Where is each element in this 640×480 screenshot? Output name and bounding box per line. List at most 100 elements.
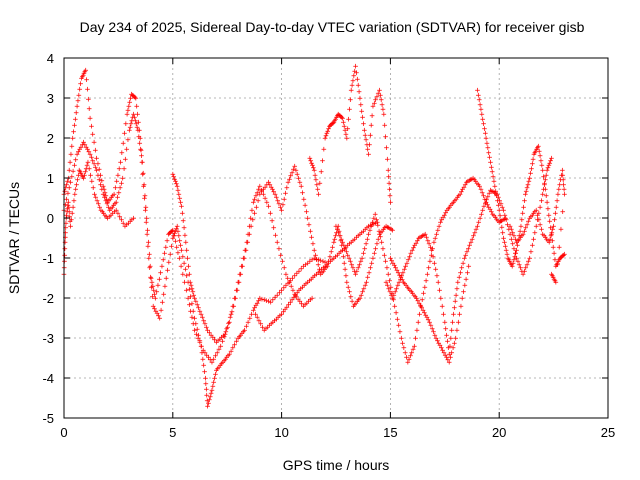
data-point: + — [66, 198, 72, 208]
data-point: + — [505, 254, 511, 264]
data-point: + — [537, 203, 543, 213]
data-point: + — [68, 222, 74, 232]
data-point: + — [562, 190, 568, 200]
data-point: + — [482, 124, 488, 134]
data-point: + — [342, 126, 348, 136]
data-point: + — [113, 184, 119, 194]
data-point: + — [63, 219, 69, 229]
data-point: + — [519, 267, 525, 277]
data-point: + — [115, 193, 121, 203]
data-point: + — [442, 318, 448, 328]
data-point: + — [125, 106, 131, 116]
data-point: + — [503, 246, 509, 256]
data-point: + — [64, 195, 70, 205]
data-point: + — [274, 315, 280, 325]
data-point: + — [411, 291, 417, 301]
data-point: + — [206, 399, 212, 409]
data-point: + — [121, 164, 127, 174]
data-point: + — [544, 235, 550, 245]
data-point: + — [301, 195, 307, 205]
data-points: ++++++++++++++++++++++++++++++++++++++++… — [61, 62, 567, 412]
data-point: + — [431, 238, 437, 248]
data-point: + — [258, 320, 264, 330]
data-point: + — [359, 228, 365, 238]
data-point: + — [373, 244, 379, 254]
data-point: + — [336, 249, 342, 259]
data-point: + — [67, 184, 73, 194]
data-point: + — [396, 268, 402, 278]
data-point: + — [389, 291, 395, 301]
data-point: + — [264, 180, 270, 190]
data-point: + — [394, 284, 400, 294]
data-point: + — [181, 216, 187, 226]
data-point: + — [562, 250, 568, 260]
data-point: + — [196, 304, 202, 314]
data-point: + — [322, 265, 328, 275]
series-track-4: ++++++++++++++++++++++++++++++++++++++++… — [307, 62, 394, 208]
data-point: + — [308, 156, 314, 166]
data-point: + — [142, 192, 148, 202]
data-point: + — [453, 334, 459, 344]
data-point: + — [476, 218, 482, 228]
series-track-2: ++++++++++++++++++++++++++++++++++++++++… — [61, 110, 315, 368]
data-point: + — [481, 192, 487, 202]
data-point: + — [214, 348, 220, 358]
data-point: + — [412, 342, 418, 352]
data-point: + — [425, 236, 431, 246]
data-point: + — [219, 333, 225, 343]
data-point: + — [410, 289, 416, 299]
data-point: + — [542, 179, 548, 189]
data-point: + — [263, 324, 269, 334]
data-point: + — [363, 136, 369, 146]
series-track-6: ++++++++++++++++++++++++++++++++++++++++… — [383, 154, 554, 360]
data-point: + — [182, 278, 188, 288]
data-point: + — [559, 252, 565, 262]
data-point: + — [125, 136, 131, 146]
data-point: + — [309, 233, 315, 243]
data-point: + — [203, 374, 209, 384]
data-point: + — [187, 278, 193, 288]
data-point: + — [449, 326, 455, 336]
data-point: + — [279, 310, 285, 320]
data-point: + — [200, 313, 206, 323]
data-point: + — [462, 254, 468, 264]
data-point: + — [70, 203, 76, 213]
data-point: + — [166, 258, 172, 268]
x-tick-label: 5 — [169, 425, 176, 440]
data-point: + — [428, 243, 434, 253]
data-point: + — [175, 227, 181, 237]
data-point: + — [107, 212, 113, 222]
data-point: + — [138, 146, 144, 156]
data-point: + — [468, 238, 474, 248]
data-point: + — [255, 188, 261, 198]
data-point: + — [346, 254, 352, 264]
data-point: + — [88, 171, 94, 181]
data-point: + — [406, 284, 412, 294]
data-point: + — [502, 215, 508, 225]
data-point: + — [174, 182, 180, 192]
data-point: + — [391, 296, 397, 306]
data-point: + — [452, 196, 458, 206]
data-point: + — [420, 306, 426, 316]
data-point: + — [207, 396, 213, 406]
data-point: + — [378, 228, 384, 238]
data-point: + — [182, 231, 188, 241]
data-point: + — [329, 120, 335, 130]
data-point: + — [517, 232, 523, 242]
data-point: + — [178, 262, 184, 272]
data-point: + — [433, 265, 439, 275]
data-point: + — [337, 232, 343, 242]
data-point: + — [153, 307, 159, 317]
data-point: + — [345, 124, 351, 134]
data-point: + — [338, 236, 344, 246]
data-point: + — [295, 288, 301, 298]
data-point: + — [371, 220, 377, 230]
data-point: + — [439, 344, 445, 354]
data-point: + — [550, 243, 556, 253]
data-point: + — [107, 195, 113, 205]
data-point: + — [135, 126, 141, 136]
data-point: + — [516, 236, 522, 246]
data-point: + — [247, 222, 253, 232]
data-point: + — [347, 288, 353, 298]
data-point: + — [465, 268, 471, 278]
